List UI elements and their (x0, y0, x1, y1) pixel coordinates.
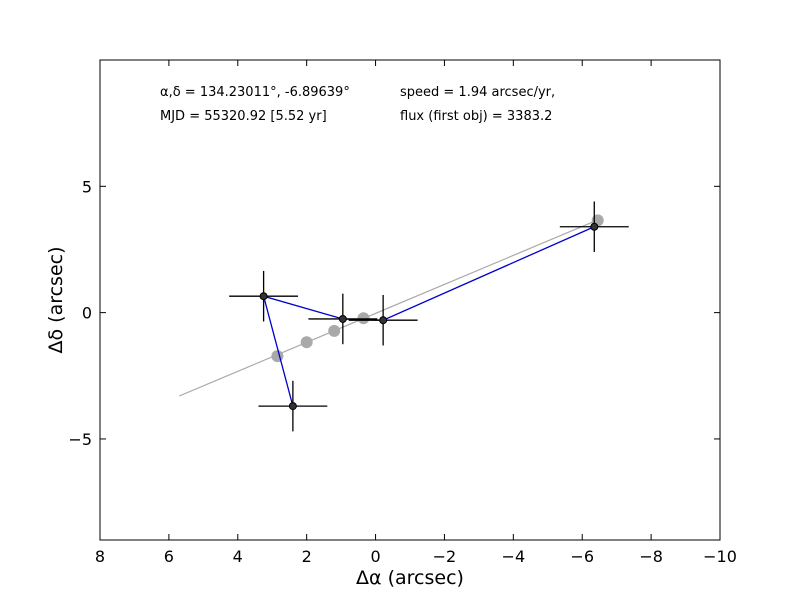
observed-point-4 (590, 222, 599, 231)
annotation-mjd: MJD = 55320.92 [5.52 yr] (160, 109, 327, 124)
observed-point-2 (338, 314, 347, 323)
predicted-point-1 (300, 336, 313, 349)
fit-line-layer (178, 218, 600, 397)
ticks-layer: 8 6 4 2 0 −2 −4 −6 −8 −10 5 0 −5 (68, 60, 737, 566)
fit-line (178, 218, 600, 397)
x-tick-label: 4 (233, 547, 243, 566)
y-tick-label: 5 (82, 177, 92, 196)
annotation-flux: flux (first obj) = 3383.2 (400, 109, 552, 124)
x-tick-label: 6 (164, 547, 174, 566)
x-tick-label: −10 (703, 547, 737, 566)
observed-path-layer (262, 226, 595, 407)
y-tick-label: 0 (82, 304, 92, 323)
predicted-point-0 (271, 350, 284, 363)
observed-point-3 (379, 316, 388, 325)
x-axis-label: Δα (arcsec) (356, 567, 464, 589)
x-tick-label: 8 (95, 547, 105, 566)
predicted-points-layer (271, 214, 604, 363)
annotation-coords: α,δ = 134.23011°, -6.89639° (160, 85, 350, 100)
observed-point-0 (259, 292, 268, 301)
annotation-speed: speed = 1.94 arcsec/yr, (400, 85, 555, 100)
plot-frame (99, 59, 721, 541)
x-tick-label: −8 (639, 547, 663, 566)
observed-path-line (262, 226, 595, 407)
error-bars-layer (229, 201, 629, 432)
y-tick-label: −5 (68, 430, 92, 449)
x-tick-label: −2 (433, 547, 457, 566)
observed-point-1 (288, 402, 297, 411)
y-axis-label: Δδ (arcsec) (45, 246, 67, 353)
predicted-point-2 (328, 324, 341, 337)
observed-points-layer (259, 222, 599, 411)
predicted-point-3 (357, 312, 370, 325)
x-tick-label: 2 (302, 547, 312, 566)
x-tick-label: −4 (502, 547, 526, 566)
x-tick-label: 0 (370, 547, 380, 566)
x-tick-label: −6 (570, 547, 594, 566)
